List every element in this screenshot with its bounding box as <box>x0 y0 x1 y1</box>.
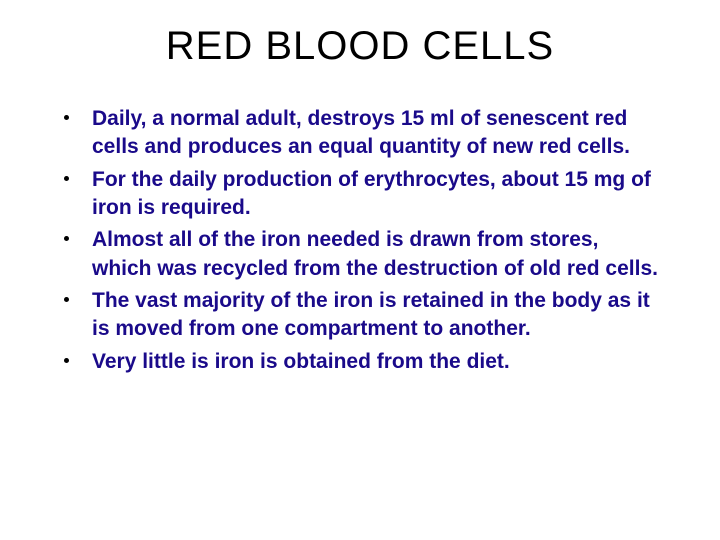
bullet-list: Daily, a normal adult, destroys 15 ml of… <box>60 105 660 376</box>
slide-title: RED BLOOD CELLS <box>60 24 660 69</box>
list-item: For the daily production of erythrocytes… <box>60 166 660 223</box>
bullet-text: Almost all of the iron needed is drawn f… <box>92 228 658 279</box>
list-item: Very little is iron is obtained from the… <box>60 348 660 376</box>
bullet-text: For the daily production of erythrocytes… <box>92 168 651 219</box>
bullet-icon <box>64 176 69 181</box>
bullet-text: Daily, a normal adult, destroys 15 ml of… <box>92 107 630 158</box>
bullet-icon <box>64 297 69 302</box>
bullet-text: Very little is iron is obtained from the… <box>92 350 510 373</box>
bullet-icon <box>64 236 69 241</box>
bullet-text: The vast majority of the iron is retaine… <box>92 289 650 340</box>
list-item: Daily, a normal adult, destroys 15 ml of… <box>60 105 660 162</box>
bullet-icon <box>64 115 69 120</box>
list-item: The vast majority of the iron is retaine… <box>60 287 660 344</box>
bullet-icon <box>64 358 69 363</box>
list-item: Almost all of the iron needed is drawn f… <box>60 226 660 283</box>
